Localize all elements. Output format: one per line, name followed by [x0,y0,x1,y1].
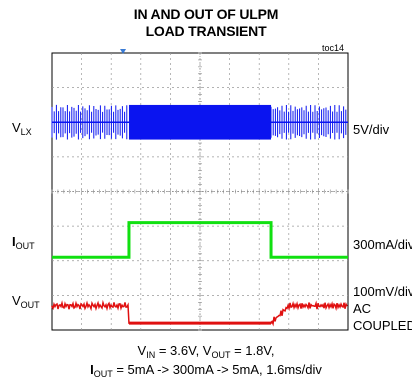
vin-value: = 3.6V, [155,343,203,358]
vout-scale-line3: COUPLED [353,318,412,333]
iout-label-symbol: I [12,234,16,249]
vout-label: VOUT [12,293,40,310]
conditions-line2: IOUT = 5mA -> 300mA -> 5mA, 1.6ms/div [0,361,412,380]
vlx-label-symbol: V [12,120,21,135]
figure-tag: toc14 [322,43,345,53]
vout-value: = 1.8V, [230,343,275,358]
vout-symbol: V [202,343,212,358]
iout-cond-sub: OUT [93,369,113,379]
vout-scale-line2: AC [353,301,372,316]
iout-trace [52,221,348,259]
vlx-trace-burst [128,104,272,140]
vout-label-symbol: V [12,293,21,308]
vlx-label: VLX [12,120,32,137]
iout-scale-label: 300mA/div [353,237,412,252]
vlx-label-sub: LX [20,127,32,137]
vout-sub: OUT [211,350,231,360]
iout-cond-value: = 5mA -> 300mA -> 5mA, 1.6ms/div [112,362,322,377]
chart-title-line2: LOAD TRANSIENT [145,23,267,39]
conditions-line1: VIN = 3.6V, VOUT = 1.8V, [0,342,412,361]
iout-label-sub: OUT [15,241,35,251]
vin-sub: IN [146,350,156,360]
trigger-marker [120,49,127,54]
chart-title-line1: IN AND OUT OF ULPM [133,6,279,22]
iout-label: IOUT [12,234,35,251]
iout-cond-symbol: I [90,362,94,377]
vin-symbol: V [137,343,147,358]
vout-label-sub: OUT [20,300,40,310]
vlx-scale-label: 5V/div [353,122,390,137]
vout-scale-line1: 100mV/div [353,284,412,299]
